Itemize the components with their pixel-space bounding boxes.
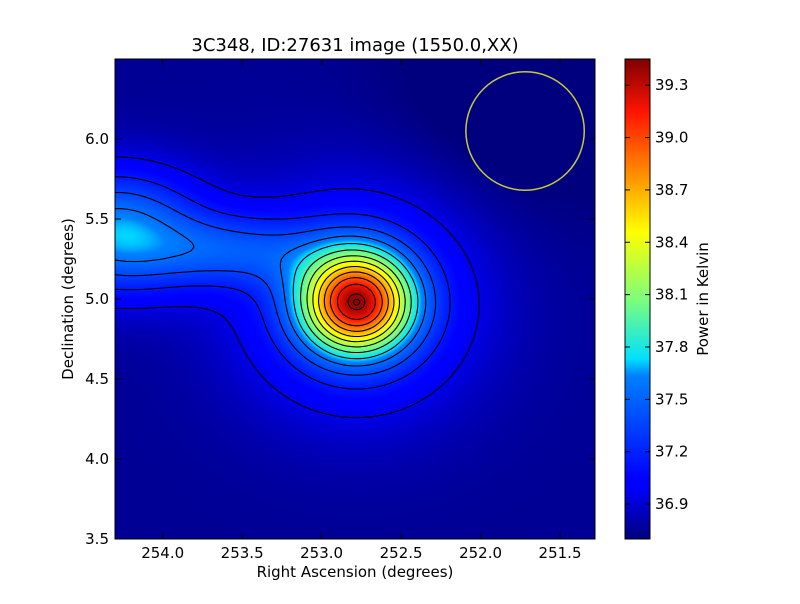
x-tick-label: 252.5 — [380, 544, 423, 562]
colorbar-tick-label: 39.3 — [655, 76, 688, 94]
contour-level-4 — [292, 242, 419, 360]
contour-level-5 — [300, 249, 412, 354]
x-tick-label: 254.0 — [141, 544, 184, 562]
contour-level-2 — [115, 191, 437, 376]
colorbar-tick-label: 38.4 — [655, 233, 688, 251]
heatmap-image — [115, 59, 595, 539]
x-axis-label: Right Ascension (degrees) — [257, 563, 454, 581]
y-tick-label: 6.0 — [85, 130, 109, 148]
colorbar-tick-label: 38.1 — [655, 286, 688, 304]
x-tick-label: 251.5 — [539, 544, 582, 562]
y-tick-label: 4.0 — [85, 450, 109, 468]
colorbar-tick-label: 39.0 — [655, 129, 688, 147]
contour-level-1 — [115, 176, 451, 390]
y-tick-label: 3.5 — [85, 530, 109, 548]
x-tick-label: 253.0 — [300, 544, 343, 562]
x-tick-label: 253.5 — [221, 544, 264, 562]
contour-lines — [115, 156, 480, 419]
beam-circle — [465, 71, 586, 191]
peak-marker — [353, 298, 361, 306]
contour-level-9 — [323, 271, 389, 332]
contour-level-0 — [115, 156, 480, 419]
chart-title: 3C348, ID:27631 image (1550.0,XX) — [191, 35, 518, 56]
y-tick-label: 4.5 — [85, 370, 109, 388]
colorbar-tick-label: 37.2 — [655, 443, 688, 461]
contour-level-12 — [347, 293, 366, 311]
contour-level-6 — [306, 255, 406, 348]
colorbar-axis: 36.9 37.2 37.5 37.8 38.1 38.4 38.7 39.0 39.3 — [625, 76, 688, 513]
colorbar — [624, 58, 651, 540]
x-tick-label: 252.0 — [459, 544, 502, 562]
contour-level-3 — [115, 208, 427, 367]
contour-level-8 — [318, 265, 395, 338]
colorbar-label: Power in Kelvin — [694, 242, 712, 356]
colorbar-tick-label: 37.8 — [655, 338, 688, 356]
colorbar-tick-label: 38.7 — [655, 181, 688, 199]
colorbar-tick-label: 36.9 — [655, 495, 688, 513]
x-axis: 254.0 253.5 253.0 252.5 252.0 251.5 — [141, 59, 582, 562]
contour-level-10 — [329, 277, 383, 327]
contour-level-11 — [336, 283, 376, 320]
contour-level-7 — [312, 260, 401, 343]
y-axis-label: Declination (degrees) — [59, 218, 77, 380]
y-tick-label: 5.5 — [85, 210, 109, 228]
y-tick-label: 5.0 — [85, 290, 109, 308]
y-axis: 3.5 4.0 4.5 5.0 5.5 6.0 — [85, 130, 595, 548]
colorbar-tick-label: 37.5 — [655, 390, 688, 408]
